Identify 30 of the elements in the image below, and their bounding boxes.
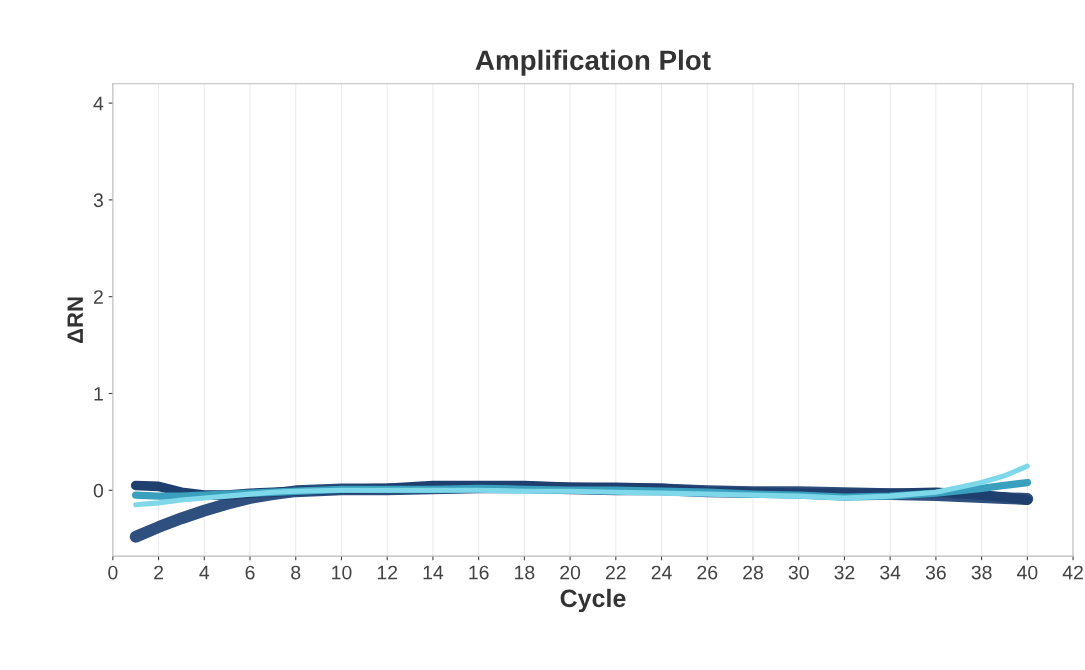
x-tick-label: 34 bbox=[880, 565, 901, 580]
x-tick-label: 12 bbox=[377, 565, 398, 580]
x-tick-label: 30 bbox=[788, 565, 809, 580]
x-tick-label: 42 bbox=[1062, 565, 1083, 580]
y-tick-label: 1 bbox=[94, 387, 103, 401]
x-tick-label: 2 bbox=[154, 565, 163, 580]
y-tick-label: 3 bbox=[93, 193, 103, 208]
x-tick-label: 24 bbox=[651, 565, 672, 580]
x-tick-label: 20 bbox=[560, 565, 581, 580]
x-tick-label: 14 bbox=[423, 565, 444, 580]
x-tick-label: 40 bbox=[1016, 565, 1038, 580]
y-tick-label: 4 bbox=[93, 96, 104, 111]
x-tick-label: 28 bbox=[743, 565, 763, 580]
x-tick-label: 16 bbox=[469, 565, 489, 580]
x-axis-title: Cycle bbox=[560, 588, 626, 613]
y-axis-title: ΔRN bbox=[67, 297, 83, 344]
y-tick-label: 2 bbox=[93, 290, 103, 304]
x-tick-label: 6 bbox=[245, 565, 255, 580]
x-tick-label: 38 bbox=[971, 565, 992, 580]
x-tick-label: 8 bbox=[291, 565, 301, 580]
x-tick-label: 0 bbox=[108, 565, 118, 580]
x-tick-label: 22 bbox=[605, 565, 626, 580]
chart-title: Amplification Plot bbox=[475, 49, 711, 76]
x-tick-label: 18 bbox=[515, 565, 535, 580]
x-tick-label: 4 bbox=[199, 565, 210, 580]
x-tick-label: 32 bbox=[834, 565, 855, 580]
y-tick-label: 0 bbox=[93, 483, 104, 498]
x-tick-label: 36 bbox=[925, 565, 946, 580]
x-tick-label: 10 bbox=[332, 565, 352, 580]
x-tick-label: 26 bbox=[697, 565, 718, 580]
